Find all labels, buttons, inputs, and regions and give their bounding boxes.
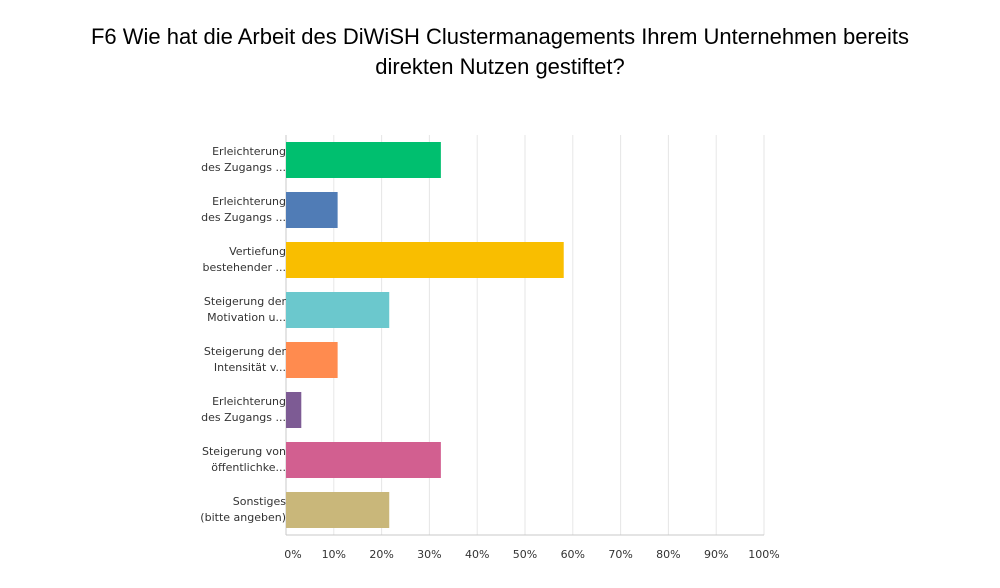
bar — [286, 392, 302, 428]
bar — [286, 492, 390, 528]
x-tick-label: 40% — [465, 548, 489, 561]
chart-title: F6 Wie hat die Arbeit des DiWiSH Cluster… — [40, 22, 960, 82]
category-label: des Zugangs ... — [201, 161, 286, 174]
category-label: Erleichterung — [212, 145, 286, 158]
category-label: Steigerung der — [204, 345, 287, 358]
category-label: Erleichterung — [212, 195, 286, 208]
x-tick-label: 0% — [284, 548, 301, 561]
category-label: Vertiefung — [229, 245, 286, 258]
category-label: Steigerung der — [204, 295, 287, 308]
chart-title-line-1: F6 Wie hat die Arbeit des DiWiSH Cluster… — [90, 24, 909, 49]
x-tick-label: 60% — [561, 548, 585, 561]
category-label: des Zugangs ... — [201, 211, 286, 224]
category-label: Intensität v... — [214, 361, 286, 374]
category-label: Steigerung von — [202, 445, 286, 458]
x-tick-label: 30% — [417, 548, 441, 561]
x-tick-label: 10% — [322, 548, 346, 561]
category-label: des Zugangs ... — [201, 411, 286, 424]
chart-title-line-2: direkten Nutzen gestiftet? — [375, 54, 625, 79]
category-label: Sonstiges — [233, 495, 287, 508]
bar — [286, 242, 564, 278]
category-label: Motivation u... — [207, 311, 286, 324]
category-label: Erleichterung — [212, 395, 286, 408]
bar — [286, 192, 338, 228]
bar — [286, 442, 441, 478]
bar — [286, 342, 338, 378]
x-tick-label: 90% — [704, 548, 728, 561]
category-label: bestehender ... — [202, 261, 286, 274]
x-tick-label: 70% — [608, 548, 632, 561]
bar — [286, 142, 441, 178]
x-tick-label: 20% — [369, 548, 393, 561]
category-label: (bitte angeben) — [200, 511, 286, 524]
bar — [286, 292, 390, 328]
x-tick-label: 80% — [656, 548, 680, 561]
category-label: öffentlichke... — [211, 461, 286, 474]
x-tick-label: 100% — [748, 548, 779, 561]
x-tick-label: 50% — [513, 548, 537, 561]
